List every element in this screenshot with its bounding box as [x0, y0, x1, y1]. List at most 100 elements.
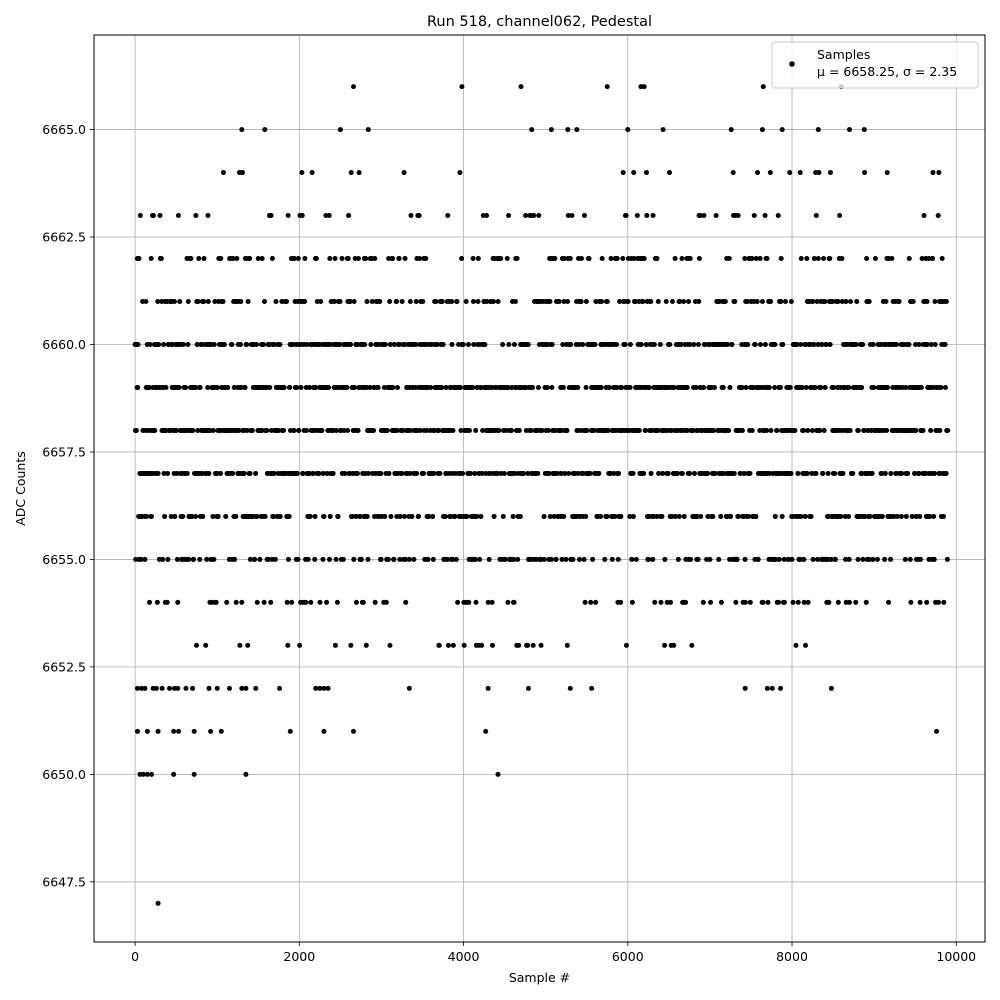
data-point	[853, 599, 859, 605]
data-point	[712, 470, 718, 476]
data-point	[793, 642, 799, 648]
data-point	[332, 642, 338, 648]
data-point	[174, 470, 180, 476]
data-point	[238, 384, 244, 390]
data-point	[238, 341, 244, 347]
data-point	[205, 384, 211, 390]
data-point	[247, 556, 253, 562]
data-point	[903, 384, 909, 390]
data-point	[659, 513, 665, 519]
data-point	[813, 470, 819, 476]
data-point	[808, 513, 814, 519]
data-point	[261, 299, 267, 305]
data-point	[516, 427, 522, 433]
data-point	[765, 599, 771, 605]
data-point	[935, 213, 941, 219]
data-point	[773, 556, 779, 562]
data-point	[643, 341, 649, 347]
data-point	[500, 341, 506, 347]
data-point	[652, 599, 658, 605]
data-point	[353, 599, 359, 605]
data-point	[156, 341, 162, 347]
data-point	[816, 170, 822, 176]
data-point	[444, 556, 450, 562]
data-point	[560, 384, 566, 390]
data-point	[241, 470, 247, 476]
data-point	[450, 642, 456, 648]
data-point	[372, 256, 378, 262]
x-tick-label: 10000	[936, 949, 976, 964]
data-point	[920, 427, 926, 433]
data-point	[302, 299, 308, 305]
y-tick-label: 6662.5	[42, 230, 86, 245]
data-point	[414, 470, 420, 476]
data-point	[671, 642, 677, 648]
data-point-outlier	[144, 728, 150, 734]
data-point	[177, 299, 183, 305]
data-point	[764, 256, 770, 262]
data-point	[346, 213, 352, 219]
data-point	[517, 513, 523, 519]
x-axis-ticks: 0 2000 4000 6000 8000 10000	[131, 942, 976, 964]
data-point	[283, 299, 289, 305]
data-point	[888, 556, 894, 562]
data-point	[212, 299, 218, 305]
data-point	[201, 299, 207, 305]
data-point	[584, 427, 590, 433]
data-point	[238, 299, 244, 305]
data-point	[539, 427, 545, 433]
data-point	[802, 642, 808, 648]
data-point	[262, 513, 268, 519]
data-point	[449, 299, 455, 305]
data-point	[525, 470, 531, 476]
data-point	[720, 384, 726, 390]
data-point	[230, 470, 236, 476]
data-point	[369, 299, 375, 305]
data-point	[734, 556, 740, 562]
data-point-outlier	[193, 213, 199, 219]
data-point	[742, 599, 748, 605]
data-point-outlier	[159, 685, 165, 691]
data-point	[247, 470, 253, 476]
data-point	[885, 384, 891, 390]
data-point	[886, 599, 892, 605]
data-point	[312, 513, 318, 519]
data-point	[144, 513, 150, 519]
data-point	[684, 384, 690, 390]
data-point	[511, 599, 517, 605]
data-point	[211, 341, 217, 347]
data-point	[368, 341, 374, 347]
data-point	[882, 556, 888, 562]
data-point	[189, 513, 195, 519]
data-point	[318, 299, 324, 305]
data-point	[347, 299, 353, 305]
data-point-outlier	[135, 728, 141, 734]
data-point	[286, 513, 292, 519]
data-point	[530, 384, 536, 390]
data-point	[294, 384, 300, 390]
data-point	[810, 556, 816, 562]
data-point	[798, 513, 804, 519]
data-point	[213, 599, 219, 605]
data-point	[674, 470, 680, 476]
data-point	[936, 599, 942, 605]
data-point	[832, 556, 838, 562]
data-point	[306, 384, 312, 390]
data-point	[700, 599, 706, 605]
data-point	[754, 299, 760, 305]
data-point	[533, 556, 539, 562]
data-point	[188, 256, 194, 262]
data-point	[541, 513, 547, 519]
data-point	[753, 256, 759, 262]
data-point	[236, 427, 242, 433]
data-point	[667, 599, 673, 605]
data-point	[351, 299, 357, 305]
data-point-outlier	[934, 728, 940, 734]
data-point	[620, 170, 626, 176]
data-point	[408, 427, 414, 433]
data-point	[894, 513, 900, 519]
data-point	[465, 341, 471, 347]
data-point	[309, 170, 315, 176]
data-point	[255, 256, 261, 262]
data-point	[333, 427, 339, 433]
